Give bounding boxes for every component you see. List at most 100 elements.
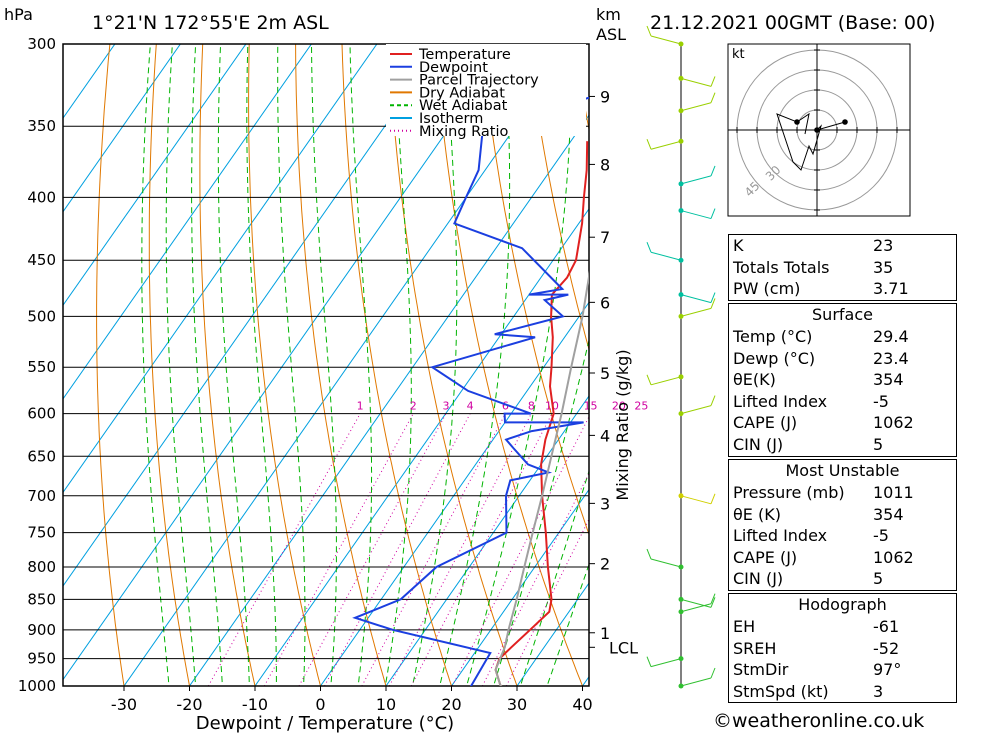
mixing-ratio-label: 3 xyxy=(443,400,450,413)
most-unstable-table: Most Unstable Pressure (mb) 1011 θE (K) 35… xyxy=(728,459,957,591)
eh-value: -61 xyxy=(873,617,900,636)
dry-adiabat-line xyxy=(527,44,589,352)
wet-adiabat-line xyxy=(191,44,223,686)
isotherm-line xyxy=(254,207,589,686)
wet-adiabat-line xyxy=(277,44,306,686)
x-tick-label: -10 xyxy=(242,695,268,714)
copyright-footer[interactable]: ©weatheronline.co.uk xyxy=(713,710,925,732)
wind-barb-shaft xyxy=(680,294,712,304)
wind-barb-flag xyxy=(646,242,652,253)
pressure-label: 850 xyxy=(27,590,56,608)
wind-barb-flag xyxy=(710,597,716,608)
wind-barb-flag xyxy=(646,374,652,386)
dry-adiabat-line xyxy=(148,44,191,686)
x-tick-label: 40 xyxy=(572,695,592,714)
pressure-label: 450 xyxy=(27,251,56,269)
wind-barb-shaft xyxy=(650,558,682,568)
wind-barb-flag xyxy=(646,548,652,560)
stmdir-value: 97° xyxy=(873,660,902,680)
sounding-series xyxy=(352,96,589,686)
wet-adiabat-line xyxy=(349,44,373,686)
wind-barb-shaft xyxy=(650,251,682,261)
surface-li-value: -5 xyxy=(873,391,889,411)
asl-unit-label: ASL xyxy=(596,25,626,44)
wind-barbs xyxy=(646,25,716,689)
mu-thetae-value: 354 xyxy=(873,504,904,524)
surface-cin-value: 5 xyxy=(873,434,884,454)
wet-adiabat-line xyxy=(411,44,458,686)
wind-barb-shaft xyxy=(680,598,712,608)
x-tick-label: -20 xyxy=(176,695,202,714)
legend-label: Temperature xyxy=(418,47,511,63)
pressure-label: 550 xyxy=(27,358,56,376)
indices-table: K 23 Totals Totals 35 PW (cm) 3.71 xyxy=(728,234,957,301)
wet-adiabat-line xyxy=(384,44,412,686)
wind-barb-shaft xyxy=(680,175,712,185)
wind-barb-flag xyxy=(710,76,716,87)
surface-table: Surface Temp (°C) 29.4 Dewp (°C) 23.4 θE(K… xyxy=(728,303,957,457)
pw-label: PW (cm) xyxy=(733,279,801,299)
wet-adiabat-line xyxy=(311,44,337,686)
hodograph-unit: kt xyxy=(732,47,745,62)
wind-barb-shaft xyxy=(650,140,682,150)
sreh-value: -52 xyxy=(873,638,900,658)
pressure-label: 600 xyxy=(27,405,56,423)
mixing-ratio-label: 8 xyxy=(528,400,535,413)
wind-barb-flag xyxy=(710,92,716,103)
isotherm-line xyxy=(63,44,247,307)
km-tick-label: 1 xyxy=(600,624,610,643)
legend-box xyxy=(386,44,586,136)
wind-barb-shaft xyxy=(680,210,712,220)
wind-barb-flag xyxy=(710,667,716,679)
wind-barb-flag xyxy=(710,165,716,177)
isotherm-line xyxy=(63,44,182,213)
wind-barb-flag xyxy=(710,292,716,303)
temperature-line xyxy=(494,141,589,686)
most-unstable-title: Most Unstable xyxy=(785,461,900,480)
legend-label: Mixing Ratio xyxy=(419,124,509,140)
isotherm-line xyxy=(385,395,589,686)
wet-adiabat-line xyxy=(519,469,589,686)
km-tick-label: 7 xyxy=(600,228,610,247)
mu-li-label: Lifted Index xyxy=(733,526,828,546)
surface-temp-value: 29.4 xyxy=(873,327,909,346)
dry-adiabat-line xyxy=(341,44,453,686)
km-tick-label: 9 xyxy=(600,87,610,106)
mu-li-value: -5 xyxy=(873,526,889,546)
x-tick-label: 10 xyxy=(376,695,396,714)
surface-cape-label: CAPE (J) xyxy=(733,413,798,433)
legend-label: Isotherm xyxy=(419,111,483,127)
totals-totals-value: 35 xyxy=(873,257,894,277)
km-tick-label: 5 xyxy=(600,364,610,383)
wind-barb-shaft xyxy=(680,102,712,112)
wind-barb-flag xyxy=(710,298,716,309)
hodograph-point xyxy=(814,127,820,133)
legend-label: Wet Adiabat xyxy=(419,98,508,114)
km-unit-label: km xyxy=(596,5,621,24)
pressure-label: 800 xyxy=(27,558,56,576)
stmspd-label: StmSpd (kt) xyxy=(733,681,829,701)
mixing-ratio-label: 25 xyxy=(634,400,648,413)
wind-barb-flag xyxy=(646,656,652,667)
pressure-label: 650 xyxy=(27,447,56,465)
location-title: 1°21'N 172°55'E 2m ASL xyxy=(92,12,329,34)
dry-adiabat-line xyxy=(434,44,584,686)
pressure-label: 300 xyxy=(27,35,56,53)
pressure-label: 350 xyxy=(27,117,56,135)
wet-adiabat-line xyxy=(217,44,250,686)
wind-barb-flag xyxy=(710,493,716,504)
surface-cape-value: 1062 xyxy=(873,413,914,433)
isotherm-line xyxy=(63,44,378,494)
surface-li-label: Lifted Index xyxy=(733,391,828,411)
surface-title: Surface xyxy=(812,305,873,324)
dry-adiabat-line xyxy=(96,44,125,686)
wind-barb-flag xyxy=(710,208,716,219)
mixing-ratio-line xyxy=(298,413,447,686)
x-tick-label: 20 xyxy=(441,695,461,714)
isotherm-line xyxy=(450,488,589,686)
dry-adiabat-line xyxy=(480,44,589,536)
x-tick-label: 0 xyxy=(315,695,325,714)
sreh-label: SREH xyxy=(733,638,777,658)
